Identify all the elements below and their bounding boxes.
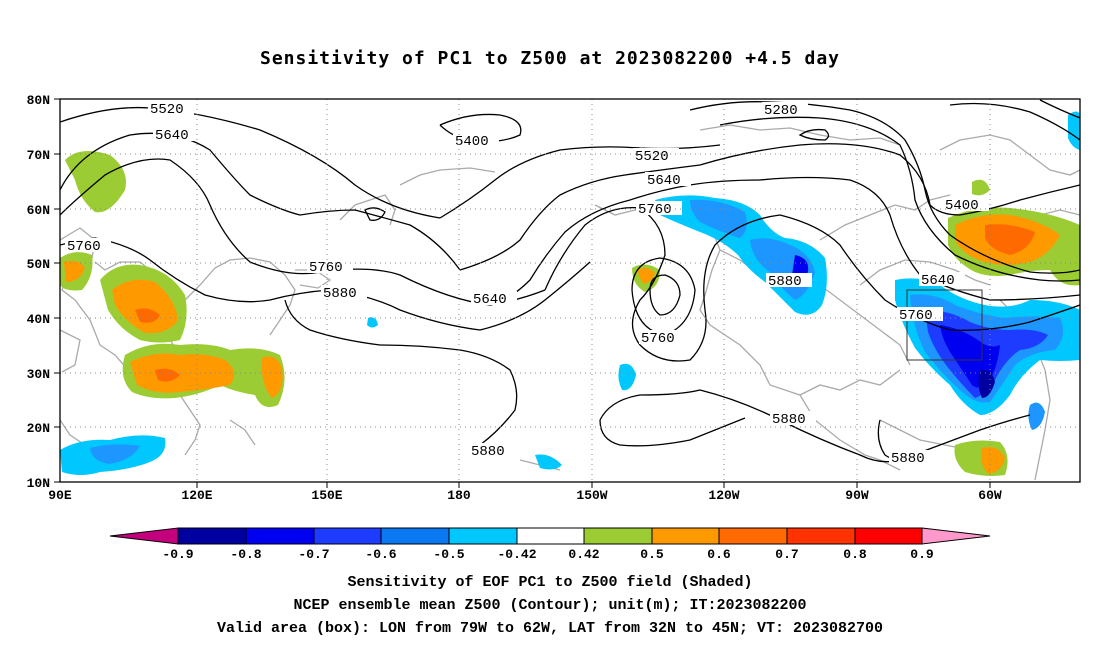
axis-ticks <box>54 98 991 488</box>
lat-label: 50N <box>27 257 50 272</box>
lon-label: 120E <box>181 488 212 503</box>
colorbar-swatch <box>448 527 518 545</box>
lat-label: 20N <box>27 421 50 436</box>
lat-label: 40N <box>27 312 50 327</box>
lat-label: 70N <box>27 148 50 163</box>
colorbar-label: 0.9 <box>910 547 934 562</box>
contour-label: 5880 <box>768 274 802 290</box>
map-title: Sensitivity of PC1 to Z500 at 2023082200… <box>259 48 840 69</box>
colorbar-swatch <box>583 527 653 545</box>
map-frame <box>59 98 1081 483</box>
contour-label: 5760 <box>638 202 672 218</box>
colorbar-swatch <box>313 527 382 545</box>
colorbar-swatch <box>245 527 315 545</box>
latitude-labels: 80N 70N 60N 50N 40N 30N 20N 10N <box>27 93 50 491</box>
contour-label: 5760 <box>67 239 101 255</box>
colorbar-swatch <box>718 527 788 545</box>
colorbar-label: 0.6 <box>707 547 731 562</box>
lon-label: 180 <box>447 488 471 503</box>
contour-label: 5640 <box>921 273 955 289</box>
caption-line-3: Valid area (box): LON from 79W to 62W, L… <box>216 620 884 637</box>
contour-label: 5880 <box>471 444 505 460</box>
contour-labels: 5520 5640 5400 5280 5520 5640 5760 5400 … <box>65 101 989 467</box>
colorbar-label: 0.5 <box>640 547 664 562</box>
colorbar-over-triangle <box>921 527 991 545</box>
lon-label: 120W <box>708 488 739 503</box>
colorbar-swatch <box>380 527 450 545</box>
contour-label: 5880 <box>323 286 357 302</box>
lat-label: 80N <box>27 93 50 108</box>
contour-label: 5640 <box>155 128 189 144</box>
lat-label: 60N <box>27 203 50 218</box>
lat-label: 30N <box>27 367 50 382</box>
contour-label: 5400 <box>455 134 489 150</box>
contour-label: 5280 <box>764 103 798 119</box>
lon-label: 90W <box>845 488 869 503</box>
colorbar-label: -0.9 <box>162 547 193 562</box>
valid-area-box <box>906 289 983 361</box>
colorbar-label: 0.7 <box>775 547 798 562</box>
contour-label: 5520 <box>150 102 184 118</box>
colorbar <box>109 527 991 545</box>
lon-label: 60W <box>978 488 1002 503</box>
lon-label: 150W <box>576 488 607 503</box>
contour-label: 5640 <box>473 292 507 308</box>
colorbar-swatch <box>786 527 856 545</box>
contour-label: 5760 <box>309 260 343 276</box>
grid-lines <box>60 99 1080 482</box>
colorbar-label: 0.8 <box>843 547 867 562</box>
colorbar-label: -0.42 <box>497 547 536 562</box>
caption-line-1: Sensitivity of EOF PC1 to Z500 field (Sh… <box>347 574 753 591</box>
contour-label: 5400 <box>945 198 979 214</box>
colorbar-under-triangle <box>109 527 179 545</box>
colorbar-swatch <box>854 527 923 545</box>
lon-label: 150E <box>311 488 342 503</box>
colorbar-label: 0.42 <box>568 547 599 562</box>
colorbar-label: -0.7 <box>298 547 329 562</box>
contour-label: 5760 <box>899 308 933 324</box>
longitude-labels: 90E 120E 150E 180 150W 120W 90W 60W <box>48 488 1002 503</box>
lon-label: 90E <box>48 488 72 503</box>
contour-label: 5880 <box>891 451 925 467</box>
colorbar-labels: -0.9 -0.8 -0.7 -0.6 -0.5 -0.42 0.42 0.5 … <box>162 547 934 562</box>
contour-label: 5640 <box>647 173 681 189</box>
contour-label: 5760 <box>641 331 675 347</box>
caption-line-2: NCEP ensemble mean Z500 (Contour); unit(… <box>293 597 807 614</box>
colorbar-label: -0.6 <box>365 547 396 562</box>
colorbar-swatch <box>177 527 247 545</box>
lat-label: 10N <box>27 476 50 491</box>
colorbar-swatch <box>516 527 585 545</box>
colorbar-swatch <box>651 527 720 545</box>
colorbar-label: -0.5 <box>433 547 464 562</box>
contour-label: 5880 <box>772 412 806 428</box>
colorbar-label: -0.8 <box>230 547 261 562</box>
contour-label: 5520 <box>635 149 669 165</box>
